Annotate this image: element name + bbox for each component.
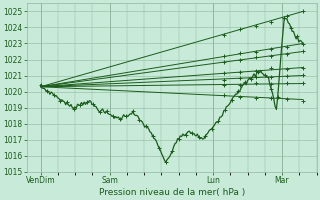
X-axis label: Pression niveau de la mer( hPa ): Pression niveau de la mer( hPa ): [99, 188, 245, 197]
